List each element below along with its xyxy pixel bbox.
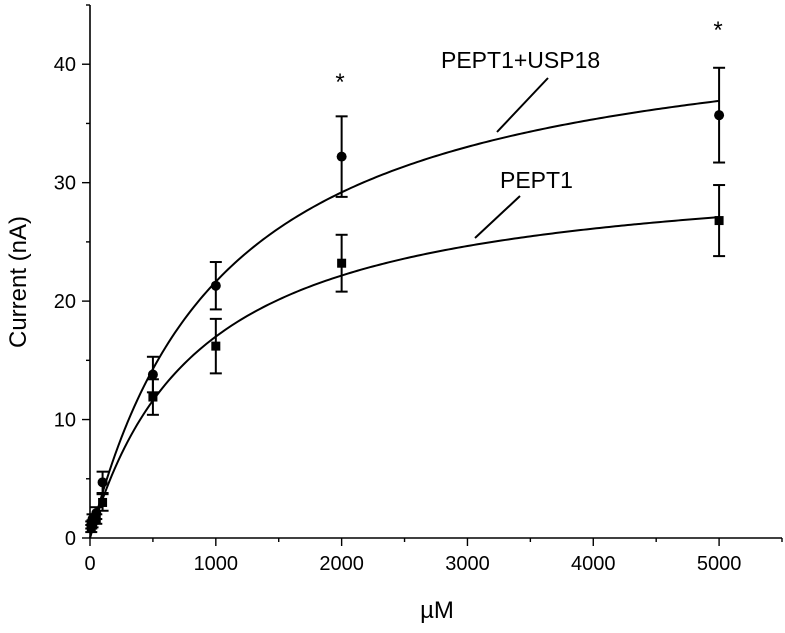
data-point [86,524,96,534]
plot-area [85,66,726,539]
y-axis-title: Current (nA) [5,216,32,348]
axes [89,5,782,539]
series-label-pept1: PEPT1 [500,167,573,193]
data-point [714,216,724,226]
x-tick-label: 2000 [319,553,364,575]
series-pept1 [85,184,726,539]
x-tick-label: 0 [84,553,95,575]
data-point [210,280,221,291]
data-point [91,514,101,524]
y-tick-label: 0 [65,528,76,550]
data-point [211,341,221,351]
data-point [98,497,108,507]
series-label-pept1-usp18: PEPT1+USP18 [441,47,600,73]
y-tick-label: 20 [54,291,76,313]
leader-line-pept1-usp18 [496,77,549,133]
data-point [714,110,725,121]
data-point [97,477,108,488]
y-tick-label: 10 [54,410,76,432]
data-point [147,369,158,380]
ticks: 0 1000 2000 3000 4000 5000 0 10 20 30 40 [54,4,783,575]
significance-marker-2000: * [335,69,344,96]
leader-line-pept1 [474,195,521,239]
x-tick-label: 1000 [194,553,239,575]
y-tick-label: 40 [54,54,76,76]
fit-curve [89,99,720,539]
x-tick-label: 3000 [445,553,490,575]
fit-curve [89,216,720,539]
series-pept1-usp18 [85,66,726,539]
data-point [148,392,158,402]
x-tick-label: 4000 [571,553,616,575]
data-point [336,151,347,162]
x-axis-title: µM [420,597,454,624]
data-point [337,258,347,268]
y-tick-label: 30 [54,173,76,195]
significance-marker-5000: * [713,17,722,44]
x-tick-label: 5000 [697,553,742,575]
